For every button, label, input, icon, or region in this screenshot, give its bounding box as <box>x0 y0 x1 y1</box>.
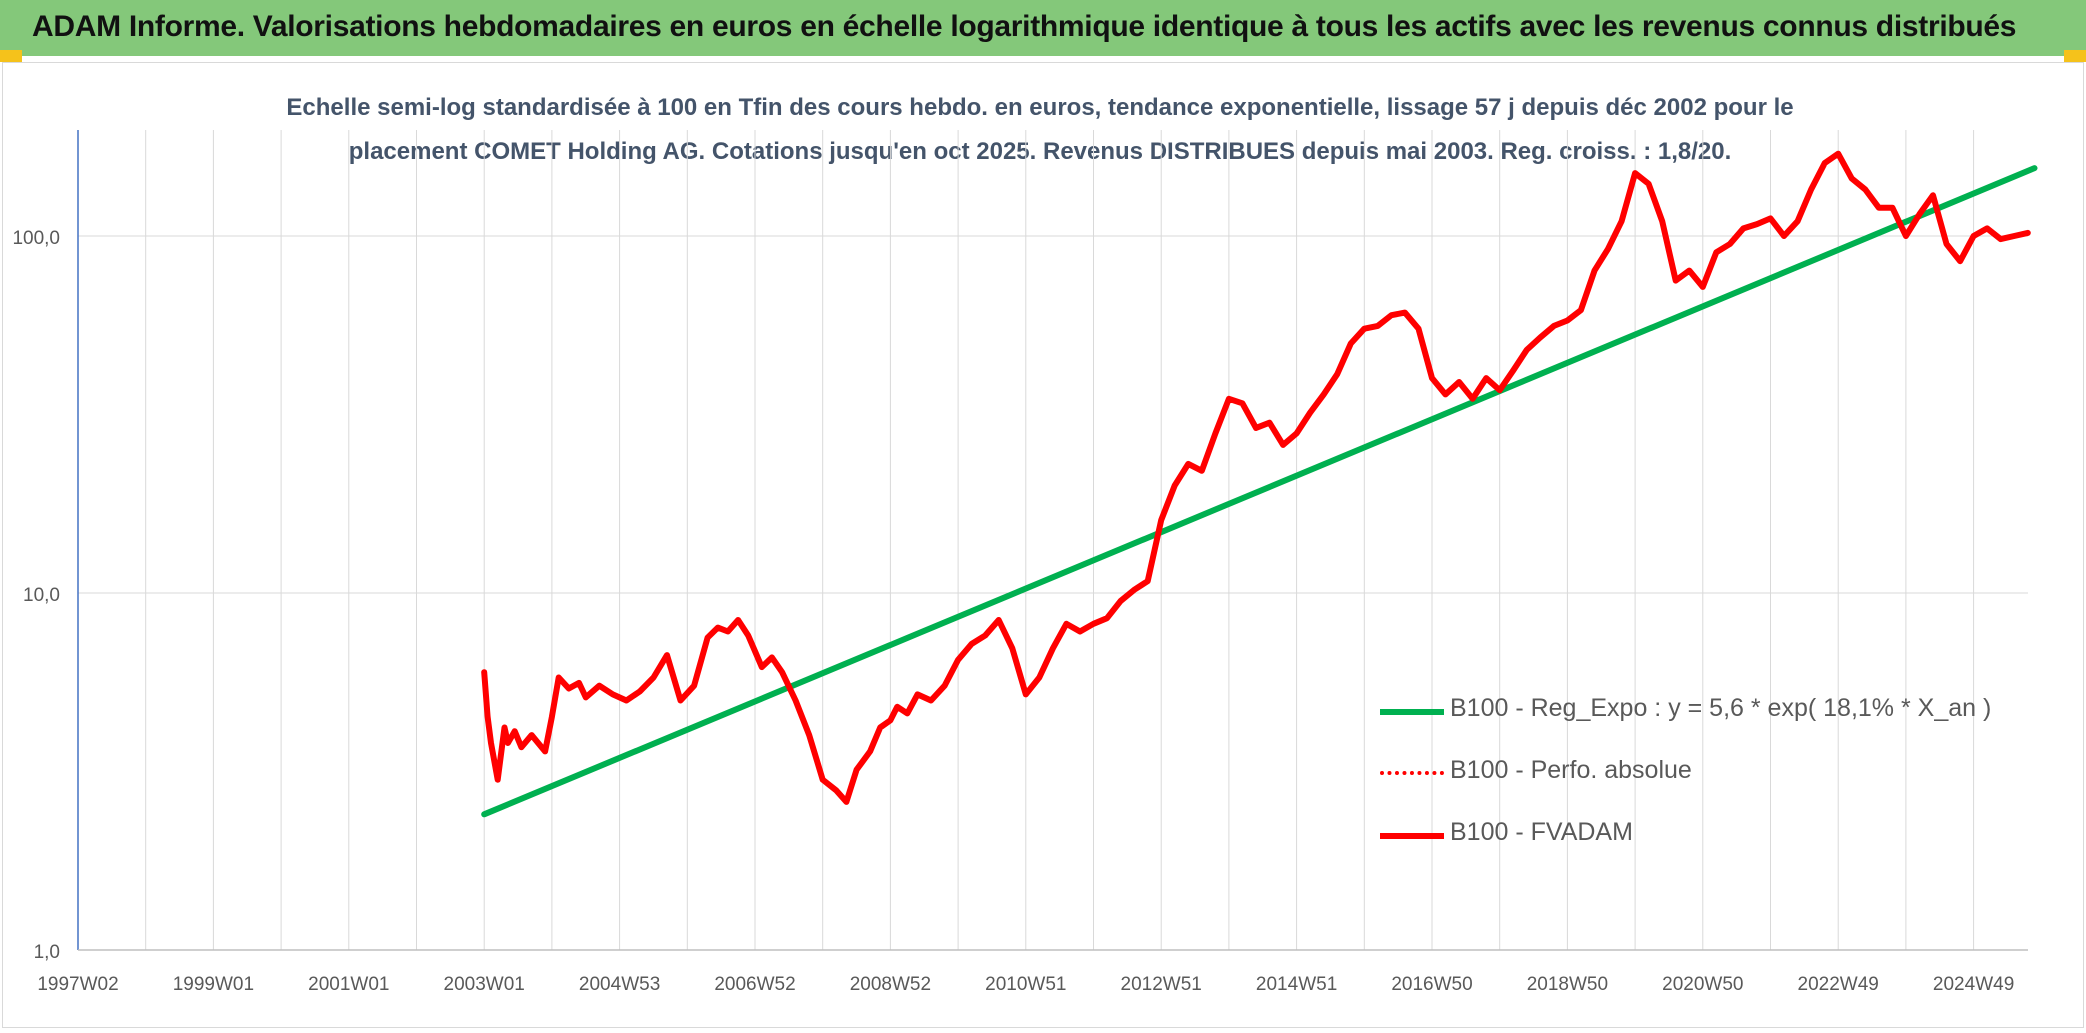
x-tick-label: 2004W53 <box>579 974 660 995</box>
x-tick-label: 2020W50 <box>1662 974 1743 995</box>
title-banner: ADAM Informe. Valorisations hebdomadaire… <box>0 0 2086 56</box>
x-tick-label: 2003W01 <box>444 974 525 995</box>
x-tick-label: 1997W02 <box>37 974 118 995</box>
legend-swatch <box>1380 833 1444 839</box>
chart-title: Echelle semi-log standardisée à 100 en T… <box>286 94 1794 165</box>
x-tick-label: 2018W50 <box>1527 974 1608 995</box>
corner-marker-top-left <box>0 50 22 62</box>
x-tick-label: 2006W52 <box>714 974 795 995</box>
y-tick-label: 10,0 <box>23 585 60 606</box>
legend-label: B100 - Perfo. absolue <box>1450 756 1692 784</box>
x-tick-label: 2016W50 <box>1391 974 1472 995</box>
report-title: ADAM Informe. Valorisations hebdomadaire… <box>32 10 2017 43</box>
fvadam-series-line <box>481 150 2031 805</box>
legend-item: B100 - Perfo. absolue <box>1380 752 2000 792</box>
x-tick-label: 2014W51 <box>1256 974 1337 995</box>
legend-label: B100 - FVADAM <box>1450 818 1633 846</box>
y-tick-label: 100,0 <box>12 228 60 249</box>
x-tick-label: 2012W51 <box>1121 974 1202 995</box>
chart-area-frame <box>2 62 2084 1028</box>
trend-line-series <box>481 165 2038 818</box>
x-tick-label: 2022W49 <box>1798 974 1879 995</box>
legend-item: B100 - FVADAM <box>1380 814 2000 854</box>
legend-swatch <box>1380 709 1444 715</box>
x-tick-label: 2010W51 <box>985 974 1066 995</box>
x-tick-label: 1999W01 <box>173 974 254 995</box>
legend-swatch <box>1380 771 1444 775</box>
x-tick-label: 2024W49 <box>1933 974 2014 995</box>
x-tick-label: 2001W01 <box>308 974 389 995</box>
corner-marker-top-right <box>2064 50 2086 62</box>
x-tick-label: 2008W52 <box>850 974 931 995</box>
legend-item: B100 - Reg_Expo : y = 5,6 * exp( 18,1% *… <box>1380 690 2000 730</box>
y-tick-label: 1,0 <box>34 942 60 963</box>
legend-label: B100 - Reg_Expo : y = 5,6 * exp( 18,1% *… <box>1450 694 1992 722</box>
